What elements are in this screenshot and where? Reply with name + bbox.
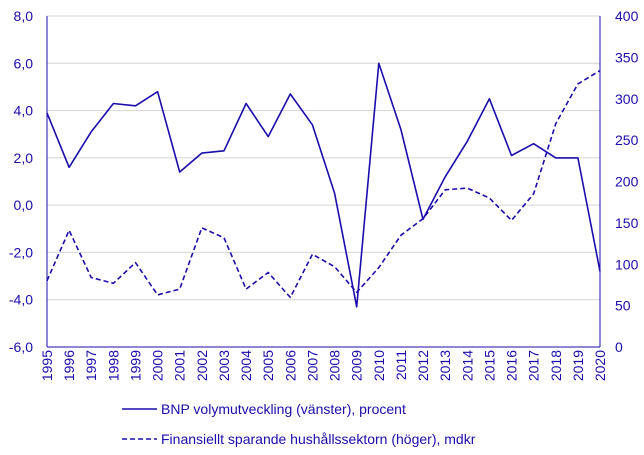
x-tick-label: 1996 <box>61 350 77 381</box>
right-tick-label: 150 <box>615 215 639 231</box>
left-tick-label: -4,0 <box>9 292 33 308</box>
series-line-gdp <box>46 62 601 308</box>
x-tick-label: 2019 <box>570 350 586 381</box>
x-tick-label: 2015 <box>481 350 497 381</box>
x-tick-label: 1995 <box>39 350 55 381</box>
legend: BNP volymutveckling (vänster), procent F… <box>122 401 476 447</box>
x-tick-label: 2001 <box>172 350 188 381</box>
right-tick-label: 200 <box>615 174 639 190</box>
x-tick-label: 2004 <box>238 350 254 381</box>
right-tick-label: 50 <box>615 298 631 314</box>
series-line-savings <box>46 69 601 299</box>
right-tick-label: 250 <box>615 132 639 148</box>
right-axis-tick-labels: 0 50 100 150 200 250 300 350 400 <box>615 8 639 355</box>
left-tick-label: -6,0 <box>9 339 33 355</box>
right-tick-label: 300 <box>615 91 639 107</box>
x-tick-label: 2017 <box>526 350 542 381</box>
x-tick-label: 2020 <box>592 350 608 381</box>
left-tick-label: -2,0 <box>9 244 33 260</box>
x-tick-label: 2000 <box>150 350 166 381</box>
legend-label-savings: Finansiellt sparande hushållssektorn (hö… <box>161 431 476 447</box>
x-tick-label: 2008 <box>327 350 343 381</box>
x-tick-label: 1998 <box>105 350 121 381</box>
x-tick-label: 2011 <box>393 350 409 380</box>
x-tick-label: 2006 <box>282 350 298 381</box>
series-lines <box>46 62 601 308</box>
x-tick-label: 2009 <box>349 350 365 381</box>
right-tick-label: 0 <box>615 339 623 355</box>
left-tick-label: 2,0 <box>14 150 34 166</box>
x-tick-label: 1997 <box>83 350 99 381</box>
x-tick-label: 2007 <box>304 350 320 381</box>
left-axis-tick-labels: -6,0 -4,0 -2,0 0,0 2,0 4,0 6,0 8,0 <box>9 8 33 355</box>
x-tick-label: 2018 <box>548 350 564 381</box>
left-tick-label: 0,0 <box>14 197 34 213</box>
right-tick-label: 400 <box>615 8 639 24</box>
left-tick-label: 8,0 <box>14 8 34 24</box>
x-tick-label: 2013 <box>437 350 453 381</box>
x-axis-tick-labels: 1995 1996 1997 1998 1999 2000 2001 2002 2003 2004… <box>39 350 608 381</box>
x-tick-label: 1999 <box>127 350 143 381</box>
legend-entry-savings: Finansiellt sparande hushållssektorn (hö… <box>122 431 476 447</box>
left-tick-label: 6,0 <box>14 55 34 71</box>
x-tick-label: 2012 <box>415 350 431 381</box>
axes <box>46 16 601 348</box>
grid-lines <box>47 15 600 348</box>
x-tick-label: 2005 <box>260 350 276 381</box>
x-tick-label: 2002 <box>194 350 210 381</box>
x-tick-label: 2014 <box>459 350 475 381</box>
right-tick-label: 350 <box>615 49 639 65</box>
x-tick-label: 2016 <box>504 350 520 381</box>
x-tick-label: 2010 <box>371 350 387 381</box>
left-tick-label: 4,0 <box>14 103 34 119</box>
right-tick-label: 100 <box>615 256 639 272</box>
x-tick-label: 2003 <box>216 350 232 381</box>
legend-label-gdp: BNP volymutveckling (vänster), procent <box>161 401 406 417</box>
legend-entry-gdp: BNP volymutveckling (vänster), procent <box>122 401 406 417</box>
